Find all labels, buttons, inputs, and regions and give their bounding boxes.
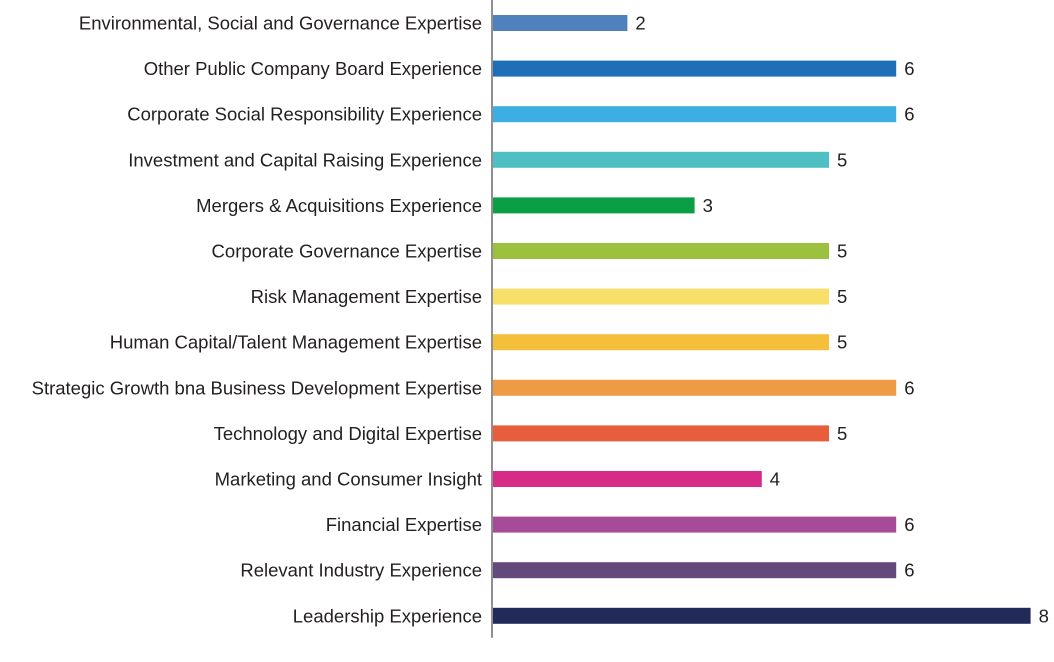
data-label: 5 [837, 149, 847, 170]
bars-layer: Environmental, Social and Governance Exp… [32, 13, 1049, 627]
bar [493, 151, 829, 168]
category-label: Corporate Social Responsibility Experien… [127, 104, 482, 125]
category-label: Risk Management Expertise [251, 286, 482, 307]
bar [493, 15, 628, 31]
category-label: Strategic Growth bna Business Developmen… [32, 377, 482, 398]
data-label: 6 [904, 58, 914, 79]
bar [493, 562, 897, 579]
category-label: Leadership Experience [293, 605, 482, 626]
bar [493, 607, 1031, 624]
data-label: 6 [904, 560, 914, 581]
bar [493, 288, 829, 305]
bar [493, 60, 897, 77]
data-label: 5 [837, 423, 847, 444]
category-label: Technology and Digital Expertise [214, 423, 482, 444]
data-label: 5 [837, 332, 847, 353]
category-label: Other Public Company Board Experience [144, 58, 482, 79]
bar [493, 106, 897, 123]
category-label: Financial Expertise [326, 514, 482, 535]
bar [493, 197, 695, 214]
data-label: 2 [635, 13, 645, 34]
data-label: 3 [703, 195, 713, 216]
data-label: 8 [1039, 605, 1049, 626]
data-label: 4 [770, 469, 780, 490]
data-label: 6 [904, 514, 914, 535]
bar [493, 379, 897, 396]
category-label: Marketing and Consumer Insight [215, 469, 482, 490]
category-label: Investment and Capital Raising Experienc… [128, 149, 482, 170]
data-label: 6 [904, 377, 914, 398]
category-label: Mergers & Acquisitions Experience [196, 195, 482, 216]
bar [493, 243, 829, 259]
category-label: Environmental, Social and Governance Exp… [79, 13, 482, 34]
category-label: Corporate Governance Expertise [212, 241, 482, 262]
data-label: 5 [837, 241, 847, 262]
bar [493, 516, 897, 533]
category-label: Relevant Industry Experience [240, 560, 482, 581]
bar [493, 471, 762, 487]
data-label: 6 [904, 104, 914, 125]
bar [493, 334, 829, 351]
category-label: Human Capital/Talent Management Expertis… [110, 332, 482, 353]
bar [493, 425, 829, 442]
data-label: 5 [837, 286, 847, 307]
